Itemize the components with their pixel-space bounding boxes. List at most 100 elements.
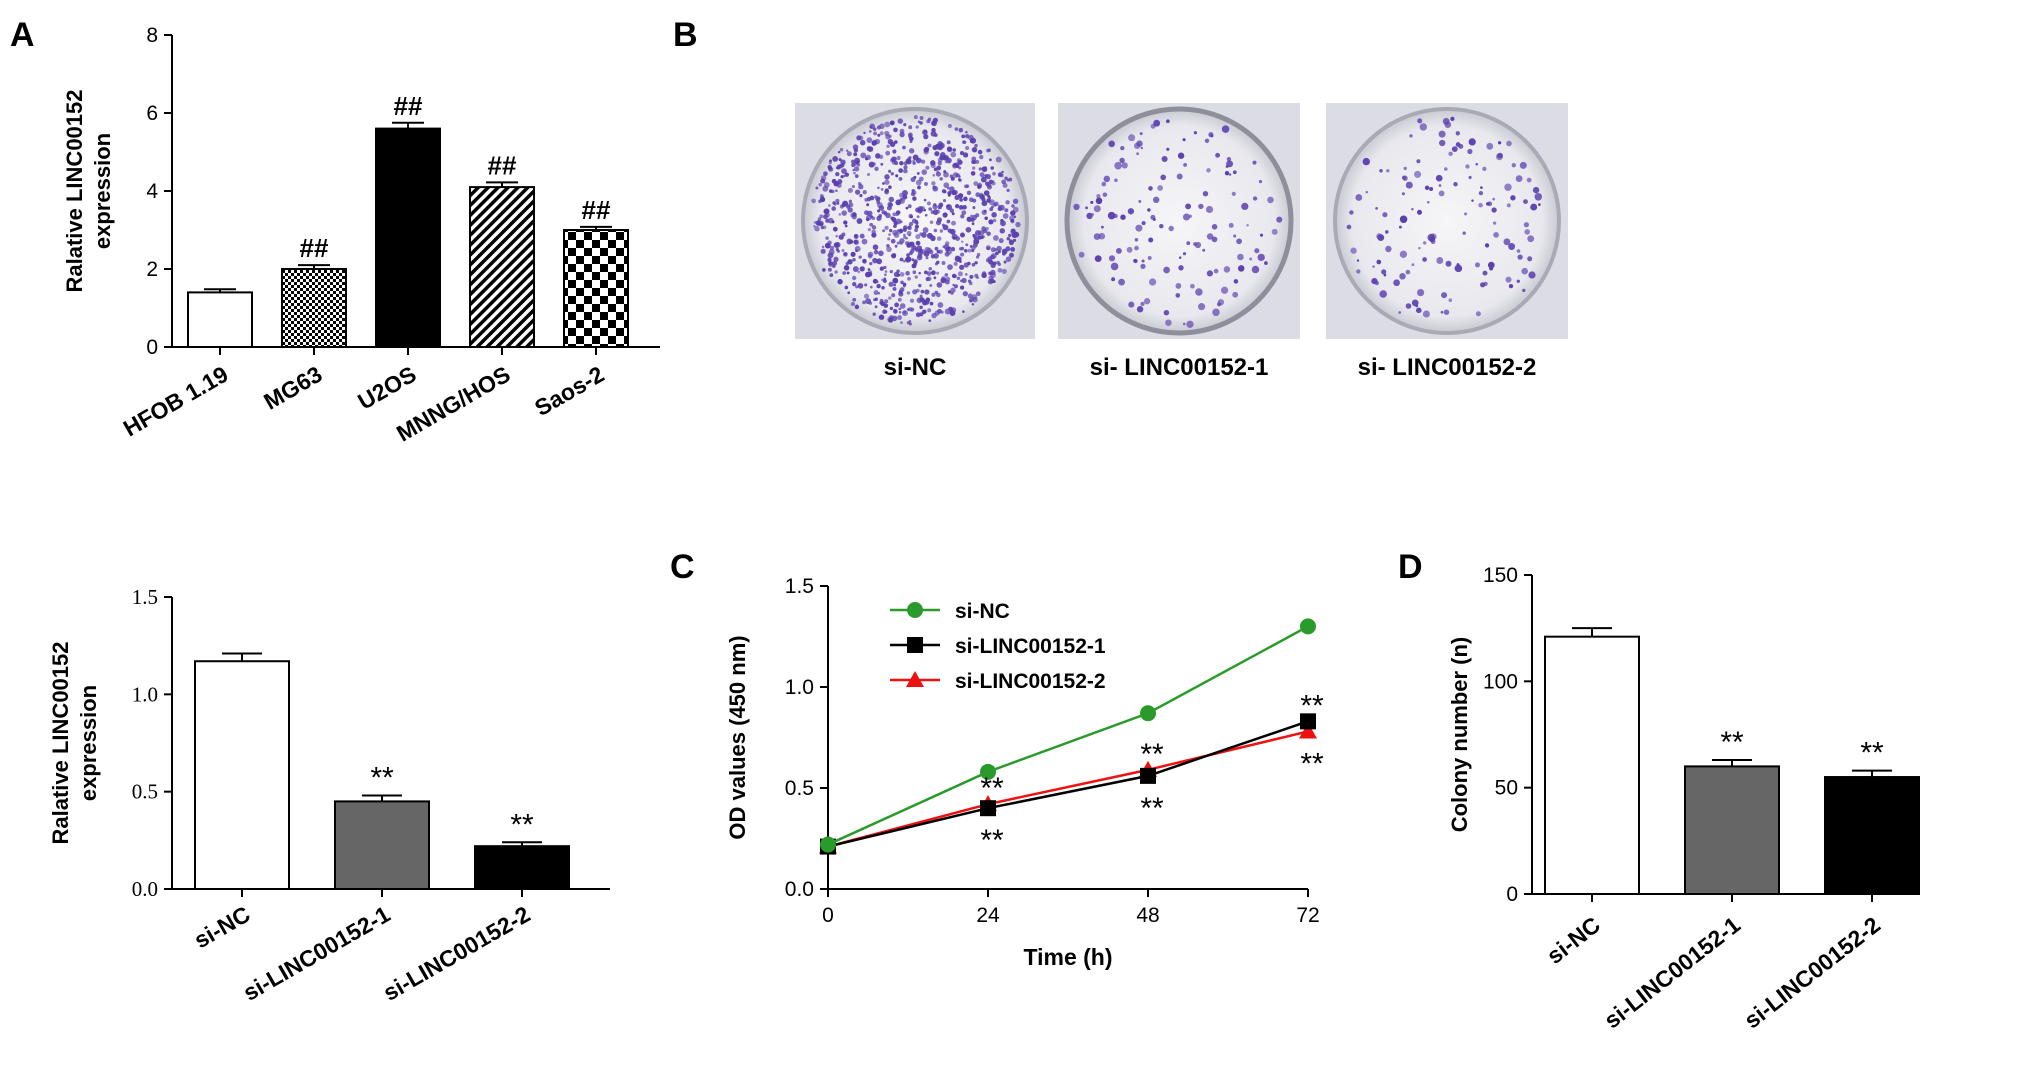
colony-dot xyxy=(1510,195,1516,201)
colony-dot xyxy=(960,252,965,257)
y-tick-label: 1.0 xyxy=(132,682,158,706)
colony-dot xyxy=(1160,174,1167,181)
colony-dot xyxy=(1417,118,1423,124)
colony-dot xyxy=(1198,303,1206,311)
significance-marker: ** xyxy=(370,762,394,795)
colony-dot xyxy=(943,190,947,194)
colony-dot xyxy=(1492,221,1497,225)
colony-dot xyxy=(932,204,938,210)
colony-dot xyxy=(886,244,890,248)
colony-dot xyxy=(1108,255,1116,262)
colony-dot xyxy=(937,302,944,308)
colony-dot xyxy=(978,230,985,236)
colony-dot xyxy=(1178,265,1184,271)
colony-dot xyxy=(882,182,885,185)
colony-dot xyxy=(936,165,942,171)
colony-dot xyxy=(840,175,844,179)
colony-dot xyxy=(958,178,961,182)
colony-dot xyxy=(1194,241,1202,249)
colony-dot xyxy=(992,280,996,284)
colony-dot xyxy=(965,226,972,233)
colony-dot xyxy=(1440,310,1444,314)
colony-dot xyxy=(1127,208,1135,215)
colony-dot xyxy=(972,233,976,238)
x-tick-label: 0 xyxy=(822,904,834,927)
colony-dot xyxy=(852,144,859,150)
colony-dot xyxy=(882,229,886,233)
colony-dot xyxy=(1000,218,1004,223)
colony-dot xyxy=(911,258,915,262)
colony-dot xyxy=(1427,200,1430,204)
colony-dot xyxy=(888,233,891,236)
colony-dot xyxy=(862,190,867,195)
significance-marker: ** xyxy=(1140,792,1164,825)
colony-dot xyxy=(1271,228,1278,235)
colony-dot xyxy=(906,253,910,257)
colony-dot xyxy=(1517,254,1523,260)
colony-dot xyxy=(886,246,892,253)
colony-dot xyxy=(884,299,889,304)
colony-dot xyxy=(977,236,981,240)
colony-dot xyxy=(844,285,849,290)
colony-dot xyxy=(989,199,995,206)
colony-dot xyxy=(915,234,921,240)
colony-dot xyxy=(879,131,884,136)
colony-dot xyxy=(1226,160,1234,168)
colony-dot xyxy=(869,195,875,201)
colony-dot xyxy=(878,250,884,257)
colony-dot xyxy=(908,125,913,130)
colony-dot xyxy=(946,146,952,152)
colony-dot xyxy=(874,305,878,309)
colony-dot xyxy=(959,151,965,156)
colony-dot xyxy=(951,233,958,240)
colony-dot xyxy=(1140,146,1144,150)
colony-dot xyxy=(952,172,959,178)
colony-dot xyxy=(969,274,974,279)
colony-dot xyxy=(921,169,927,175)
colony-dot xyxy=(1111,277,1116,282)
colony-dot xyxy=(819,214,824,219)
colony-dot xyxy=(1448,151,1453,157)
colony-dot xyxy=(1241,202,1249,211)
colony-dot xyxy=(1166,147,1170,151)
colony-dot xyxy=(1121,162,1128,169)
colony-dot xyxy=(884,174,890,180)
colony-dot xyxy=(884,225,889,231)
colony-dot xyxy=(1492,197,1496,201)
colony-dot xyxy=(893,308,897,313)
colony-dot xyxy=(820,248,826,254)
colony-dot xyxy=(1451,146,1458,153)
colony-dot xyxy=(989,207,994,212)
colony-dot xyxy=(882,309,887,315)
colony-dot xyxy=(998,238,1004,244)
colony-dot xyxy=(844,172,850,177)
colony-dot xyxy=(857,270,861,274)
colony-dot xyxy=(1091,213,1095,216)
colony-dot xyxy=(1182,322,1186,326)
colony-dot xyxy=(873,249,879,255)
colony-dot xyxy=(902,259,906,263)
colony-dot xyxy=(1454,264,1463,273)
colony-dot xyxy=(864,283,868,287)
colony-dot xyxy=(905,237,908,240)
data-point-si-linc00152-1 xyxy=(1300,713,1316,730)
colony-dot xyxy=(1175,282,1182,289)
colony-dot xyxy=(895,218,902,225)
colony-dot xyxy=(946,204,952,211)
colony-dot xyxy=(965,145,970,151)
data-point-si-nc xyxy=(1140,705,1156,722)
colony-dot xyxy=(884,270,888,273)
colony-dot xyxy=(1530,203,1538,211)
colony-dot xyxy=(1005,200,1010,205)
colony-dot xyxy=(846,238,853,245)
colony-dot xyxy=(1356,259,1360,262)
colony-dot xyxy=(1516,249,1521,253)
chart-c-growth-curve: 0.0 0.5 1.0 1.5 0 24 48 72 OD values (450 nm) Tim… xyxy=(725,575,1324,970)
colony-dot xyxy=(841,210,847,216)
colony-dot xyxy=(970,171,976,176)
colony-dot xyxy=(965,134,970,139)
colony-dot xyxy=(1414,170,1422,178)
colony-dot xyxy=(936,292,941,298)
x-tick-label: 48 xyxy=(1136,904,1159,927)
colony-dot xyxy=(1228,173,1232,176)
